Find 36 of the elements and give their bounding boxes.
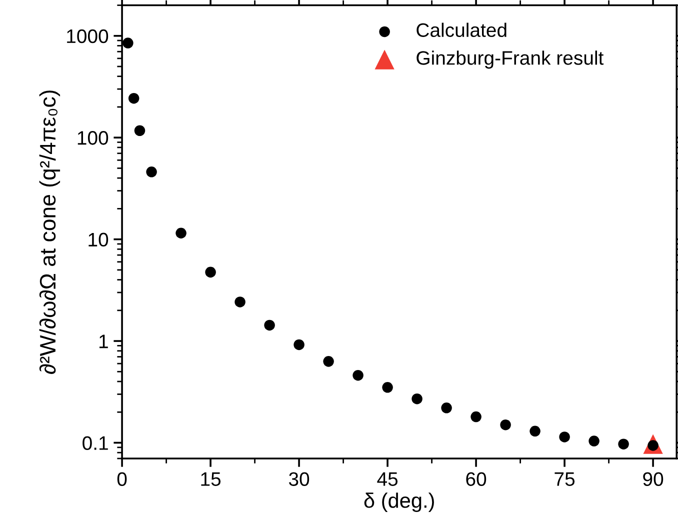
- point: [500, 419, 511, 430]
- x-tick-label: 60: [466, 472, 486, 486]
- point: [470, 411, 482, 422]
- point: [352, 370, 364, 381]
- x-tick-label: 30: [288, 472, 310, 486]
- point: [176, 228, 186, 239]
- point: [382, 382, 393, 393]
- x-tick-label: 0: [117, 472, 127, 486]
- point: [134, 125, 146, 136]
- point: [412, 393, 422, 404]
- y-tick-label: 0.1: [82, 436, 108, 450]
- point: [146, 166, 157, 178]
- point: [441, 402, 452, 414]
- point: [234, 296, 246, 308]
- point: [122, 38, 134, 48]
- y-tick-label: 1000: [67, 29, 108, 44]
- point: [588, 436, 600, 446]
- point: [618, 438, 629, 450]
- point: [294, 339, 304, 350]
- x-axis-title: δ (deg.): [364, 492, 434, 512]
- point: [205, 266, 216, 278]
- x-tick-label: 90: [643, 472, 664, 486]
- point: [128, 92, 140, 104]
- x-tick-label: 15: [201, 472, 221, 486]
- point: [559, 432, 570, 442]
- point: [530, 426, 540, 437]
- point: [264, 320, 275, 331]
- x-tick-label: 75: [554, 472, 575, 486]
- point: [323, 356, 334, 367]
- legend-label: Calculated: [416, 22, 506, 38]
- y-tick-label: 100: [78, 131, 108, 145]
- y-tick-label: 10: [88, 232, 108, 247]
- y-tick-label: 1: [100, 334, 108, 348]
- x-tick-label: 45: [377, 472, 398, 486]
- y-axis-title: ∂²W/∂ω∂Ω at cone (q²/4πε₀c): [39, 90, 60, 374]
- legend-label: Ginzburg-Frank result: [416, 50, 604, 69]
